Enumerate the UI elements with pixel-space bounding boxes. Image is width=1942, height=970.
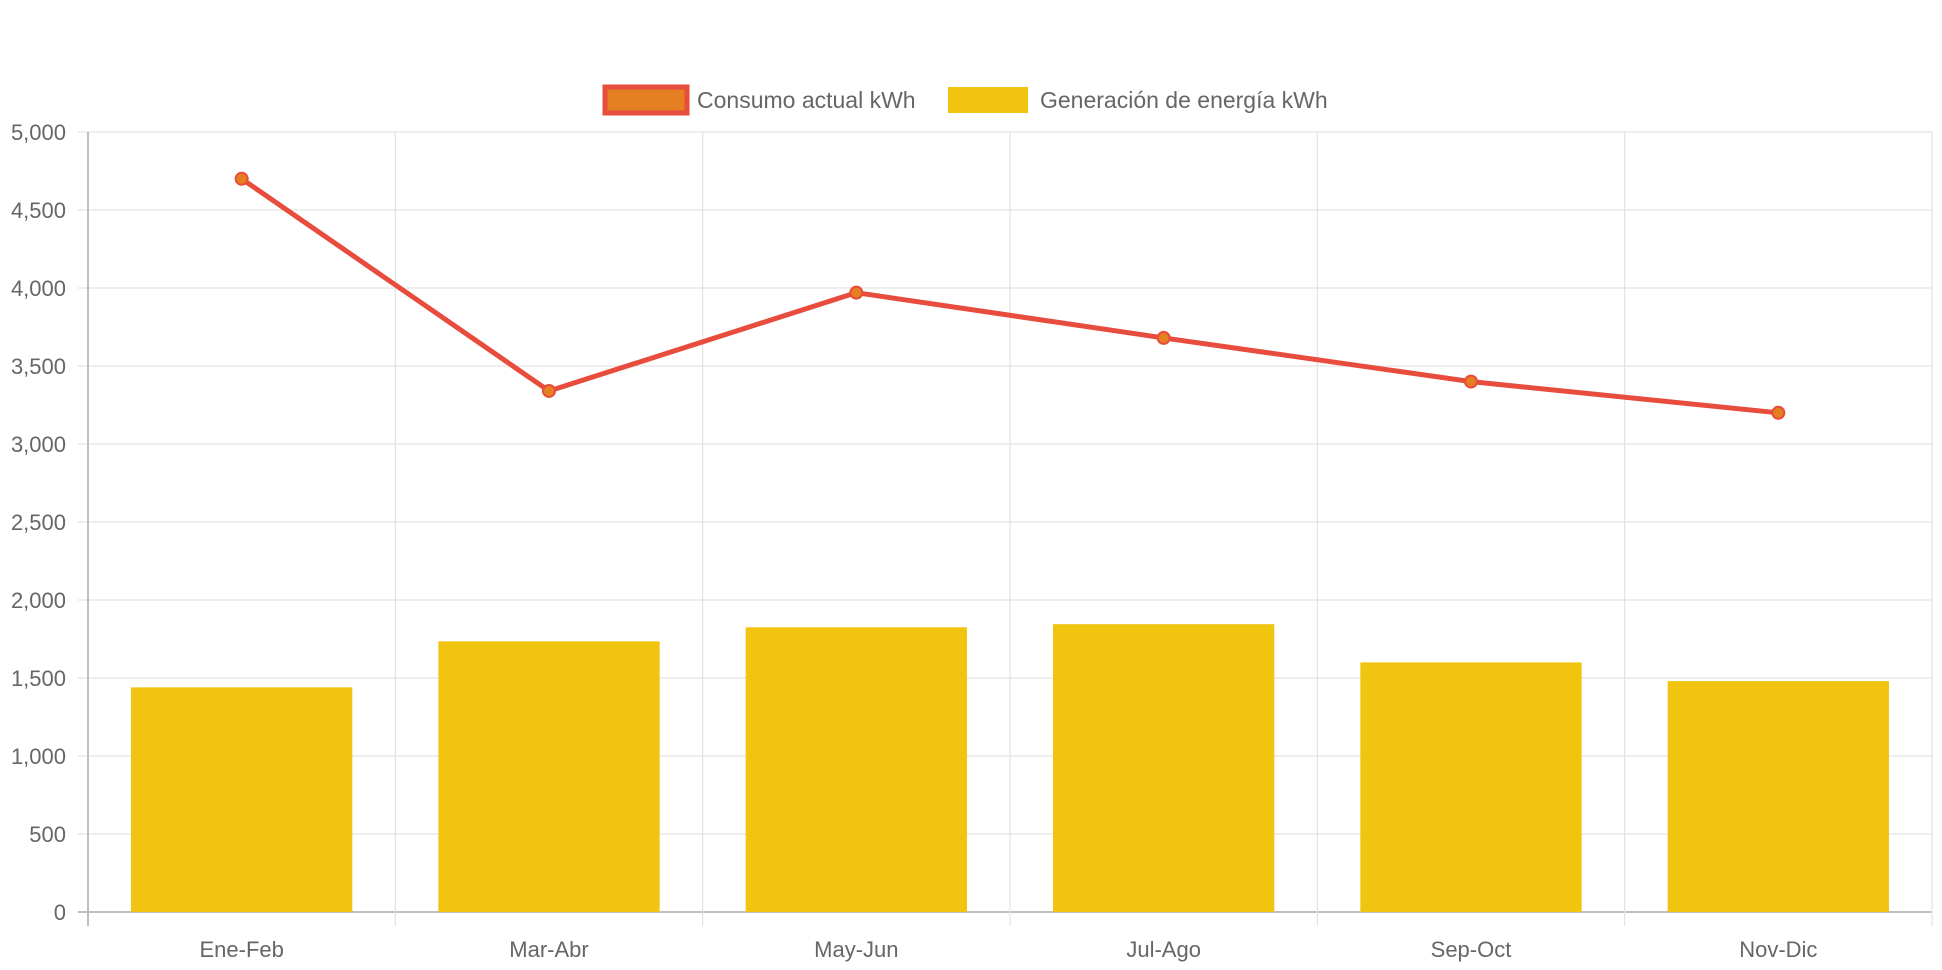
y-tick-label: 0	[54, 900, 66, 925]
legend-item-consumo[interactable]: Consumo actual kWh	[602, 84, 916, 116]
legend-label-generacion: Generación de energía kWh	[1040, 87, 1328, 113]
x-tick-label: Nov-Dic	[1739, 937, 1817, 962]
legend-item-generacion[interactable]: Generación de energía kWh	[948, 87, 1328, 113]
x-tick-label: Sep-Oct	[1431, 937, 1512, 962]
y-tick-label: 1,000	[11, 744, 66, 769]
x-tick-label: May-Jun	[814, 937, 898, 962]
point-consumo	[1464, 374, 1478, 389]
point-consumo	[234, 171, 249, 186]
legend-swatch-generacion	[948, 87, 1028, 113]
y-tick-label: 3,000	[11, 432, 66, 457]
y-tick-label: 1,500	[11, 666, 66, 691]
point-consumo	[1771, 405, 1786, 420]
y-tick-label: 4,500	[11, 198, 66, 223]
legend[interactable]: Consumo actual kWh Generación de energía…	[602, 84, 1328, 116]
legend-label-consumo: Consumo actual kWh	[697, 87, 916, 113]
bar-generacion	[1053, 624, 1275, 912]
y-tick-label: 4,000	[11, 276, 66, 301]
legend-swatch-consumo	[602, 84, 690, 116]
y-tick-label: 5,000	[11, 120, 66, 145]
bar-generacion	[131, 687, 353, 912]
y-tick-label: 2,000	[11, 588, 66, 613]
y-tick-label: 2,500	[11, 510, 66, 535]
bar-generacion	[438, 641, 660, 912]
y-tick-label: 3,500	[11, 354, 66, 379]
x-tick-label: Mar-Abr	[509, 937, 588, 962]
bar-generacion	[1667, 681, 1889, 912]
line-series	[234, 171, 1786, 420]
grid	[78, 131, 1933, 926]
y-tick-label: 500	[29, 822, 66, 847]
bar-series	[131, 624, 1889, 912]
axes: 0 500 1,000 1,500 2,000 2,500 3,000 3,500 4,000 4…	[11, 120, 1818, 962]
point-consumo	[542, 383, 556, 398]
line-consumo	[239, 176, 1781, 416]
bar-generacion	[1360, 662, 1582, 912]
x-tick-label: Jul-Ago	[1126, 937, 1201, 962]
x-tick-label: Ene-Feb	[199, 937, 283, 962]
bar-generacion	[745, 627, 967, 912]
point-consumo	[1156, 330, 1171, 345]
point-consumo	[849, 285, 864, 300]
